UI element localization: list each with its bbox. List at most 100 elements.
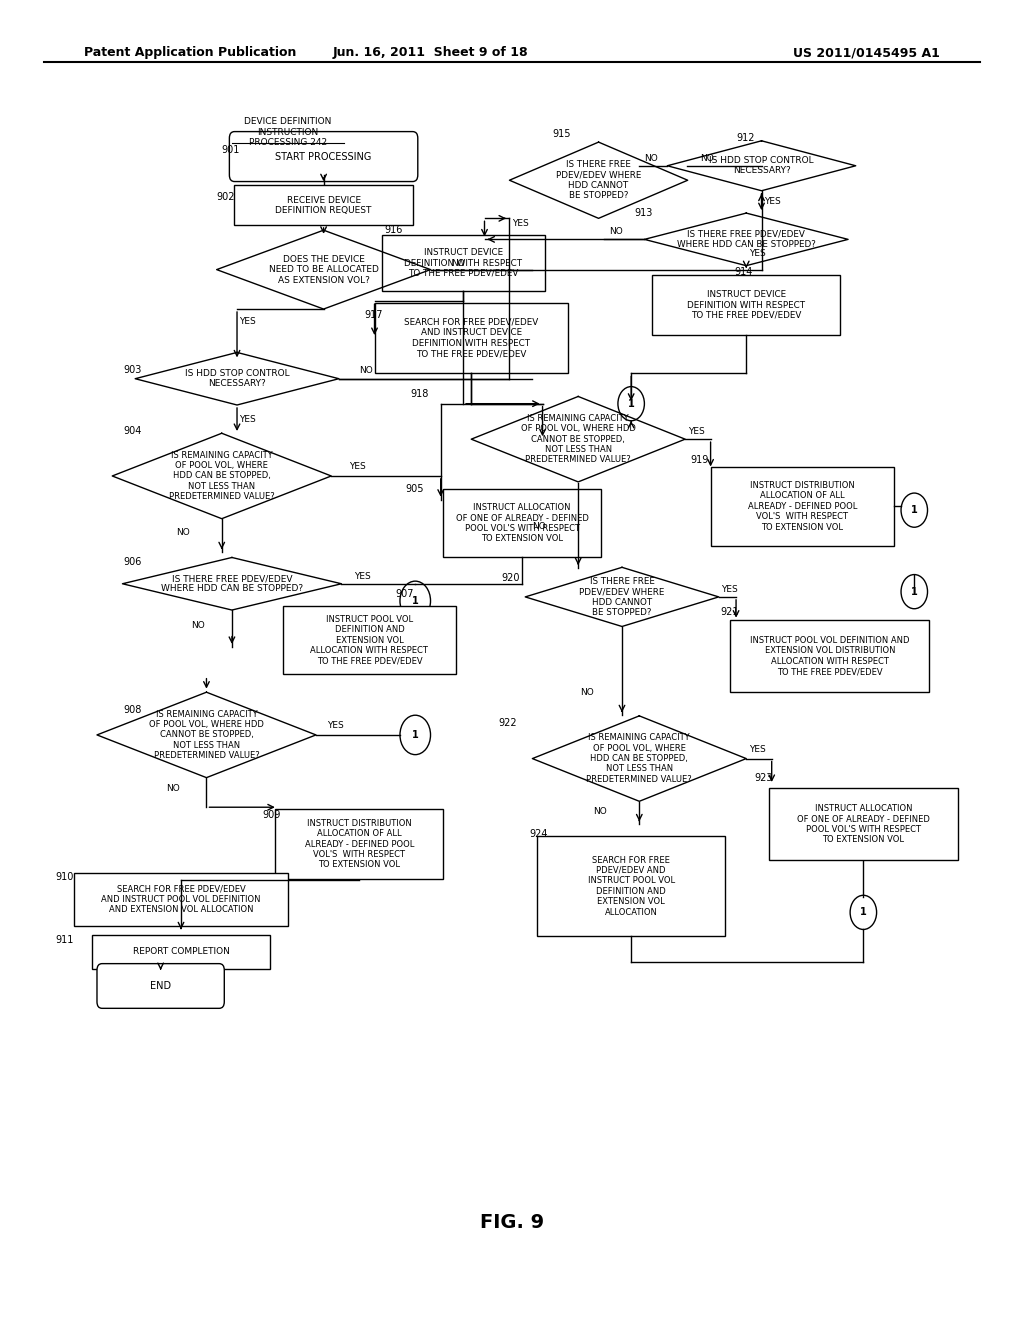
Text: Patent Application Publication: Patent Application Publication [84, 46, 297, 59]
Bar [92, 935, 270, 969]
Text: 902: 902 [217, 191, 236, 202]
Text: YES: YES [349, 462, 366, 471]
Text: 901: 901 [222, 145, 240, 154]
Text: INSTRUCT DISTRIBUTION
ALLOCATION OF ALL
ALREADY - DEFINED POOL
VOL'S  WITH RESPE: INSTRUCT DISTRIBUTION ALLOCATION OF ALL … [304, 818, 414, 870]
Circle shape [617, 387, 644, 421]
Text: YES: YES [750, 744, 766, 754]
Text: NO: NO [700, 153, 714, 162]
Text: NO: NO [359, 367, 373, 375]
Text: 1: 1 [412, 595, 419, 606]
Text: 908: 908 [123, 705, 141, 714]
Text: 920: 920 [502, 573, 520, 583]
Text: 1: 1 [860, 907, 866, 917]
Text: START PROCESSING: START PROCESSING [275, 152, 372, 161]
Text: NO: NO [532, 521, 546, 531]
Text: END: END [151, 981, 171, 991]
Circle shape [400, 581, 430, 620]
Text: 924: 924 [529, 829, 548, 840]
Text: YES: YES [750, 249, 766, 259]
Text: YES: YES [239, 317, 256, 326]
Text: 916: 916 [385, 224, 403, 235]
Text: INSTRUCT DEVICE
DEFINITION WITH RESPECT
TO THE FREE PDEV/EDEV: INSTRUCT DEVICE DEFINITION WITH RESPECT … [687, 290, 805, 319]
Text: 903: 903 [123, 366, 141, 375]
Text: NO: NO [581, 689, 594, 697]
Bar [711, 467, 894, 545]
Text: 1: 1 [911, 506, 918, 515]
Text: YES: YES [688, 426, 705, 436]
Text: IS THERE FREE
PDEV/EDEV WHERE
HDD CANNOT
BE STOPPED?: IS THERE FREE PDEV/EDEV WHERE HDD CANNOT… [556, 160, 641, 201]
Text: 907: 907 [395, 589, 414, 599]
Text: 1: 1 [412, 730, 419, 741]
Text: 917: 917 [365, 310, 383, 321]
Text: 923: 923 [755, 774, 773, 783]
Text: IS REMAINING CAPACITY
OF POOL VOL, WHERE
HDD CAN BE STOPPED,
NOT LESS THAN
PREDE: IS REMAINING CAPACITY OF POOL VOL, WHERE… [587, 734, 692, 784]
Bar [537, 836, 725, 936]
Text: 1: 1 [628, 399, 635, 409]
Text: NO: NO [594, 807, 607, 816]
Text: IS REMAINING CAPACITY
OF POOL VOL, WHERE
HDD CAN BE STOPPED,
NOT LESS THAN
PREDE: IS REMAINING CAPACITY OF POOL VOL, WHERE… [169, 450, 274, 502]
Text: IS REMAINING CAPACITY
OF POOL VOL, WHERE HDD
CANNOT BE STOPPED,
NOT LESS THAN
PR: IS REMAINING CAPACITY OF POOL VOL, WHERE… [521, 414, 636, 465]
FancyBboxPatch shape [229, 132, 418, 182]
Text: NO: NO [166, 784, 179, 793]
Text: INSTRUCT DISTRIBUTION
ALLOCATION OF ALL
ALREADY - DEFINED POOL
VOL'S  WITH RESPE: INSTRUCT DISTRIBUTION ALLOCATION OF ALL … [748, 480, 857, 532]
Text: 1: 1 [911, 586, 918, 597]
Text: IS HDD STOP CONTROL
NECESSARY?: IS HDD STOP CONTROL NECESSARY? [710, 156, 814, 176]
Text: 921: 921 [721, 607, 739, 618]
Text: 914: 914 [734, 267, 753, 277]
Bar [275, 809, 443, 879]
Text: YES: YES [721, 585, 737, 594]
Text: SEARCH FOR FREE PDEV/EDEV
AND INSTRUCT POOL VOL DEFINITION
AND EXTENSION VOL ALL: SEARCH FOR FREE PDEV/EDEV AND INSTRUCT P… [101, 884, 261, 915]
Circle shape [901, 494, 928, 527]
Bar [769, 788, 957, 861]
Circle shape [850, 895, 877, 929]
Text: INSTRUCT ALLOCATION
OF ONE OF ALREADY - DEFINED
POOL VOL'S WITH RESPECT
TO EXTEN: INSTRUCT ALLOCATION OF ONE OF ALREADY - … [797, 804, 930, 845]
Text: 910: 910 [55, 871, 74, 882]
Circle shape [400, 715, 430, 755]
Text: 905: 905 [406, 483, 424, 494]
Text: REPORT COMPLETION: REPORT COMPLETION [132, 948, 229, 956]
Bar [234, 186, 413, 224]
Bar [443, 490, 601, 557]
Text: YES: YES [239, 414, 256, 424]
Bar [382, 235, 545, 290]
Text: IS THERE FREE PDEV/EDEV
WHERE HDD CAN BE STOPPED?: IS THERE FREE PDEV/EDEV WHERE HDD CAN BE… [677, 230, 816, 249]
Text: 919: 919 [690, 455, 709, 465]
Text: INSTRUCT ALLOCATION
OF ONE OF ALREADY - DEFINED
POOL VOL'S WITH RESPECT
TO EXTEN: INSTRUCT ALLOCATION OF ONE OF ALREADY - … [456, 503, 589, 544]
Text: 912: 912 [736, 133, 755, 143]
Text: YES: YES [765, 197, 781, 206]
Text: INSTRUCT POOL VOL DEFINITION AND
EXTENSION VOL DISTRIBUTION
ALLOCATION WITH RESP: INSTRUCT POOL VOL DEFINITION AND EXTENSI… [750, 636, 909, 676]
Text: 918: 918 [411, 389, 428, 399]
Text: 911: 911 [55, 935, 74, 945]
Text: NO: NO [608, 227, 623, 236]
Text: Jun. 16, 2011  Sheet 9 of 18: Jun. 16, 2011 Sheet 9 of 18 [333, 46, 528, 59]
Circle shape [901, 574, 928, 609]
Text: YES: YES [327, 721, 343, 730]
Bar [283, 606, 456, 675]
Bar [652, 275, 841, 335]
Text: FIG. 9: FIG. 9 [480, 1213, 544, 1232]
Text: SEARCH FOR FREE
PDEV/EDEV AND
INSTRUCT POOL VOL
DEFINITION AND
EXTENSION VOL
ALL: SEARCH FOR FREE PDEV/EDEV AND INSTRUCT P… [588, 855, 675, 916]
Text: YES: YES [512, 219, 528, 228]
Text: 909: 909 [262, 809, 281, 820]
Text: US 2011/0145495 A1: US 2011/0145495 A1 [793, 46, 940, 59]
Text: NO: NO [191, 622, 205, 631]
Bar [730, 620, 929, 692]
Text: IS HDD STOP CONTROL
NECESSARY?: IS HDD STOP CONTROL NECESSARY? [184, 370, 290, 388]
Text: DEVICE DEFINITION
INSTRUCTION
PROCESSING 242: DEVICE DEFINITION INSTRUCTION PROCESSING… [245, 117, 332, 147]
Text: 906: 906 [123, 557, 141, 568]
FancyBboxPatch shape [97, 964, 224, 1008]
Text: 913: 913 [634, 207, 652, 218]
Text: 904: 904 [123, 426, 141, 436]
Text: IS REMAINING CAPACITY
OF POOL VOL, WHERE HDD
CANNOT BE STOPPED,
NOT LESS THAN
PR: IS REMAINING CAPACITY OF POOL VOL, WHERE… [150, 710, 264, 760]
Text: DOES THE DEVICE
NEED TO BE ALLOCATED
AS EXTENSION VOL?: DOES THE DEVICE NEED TO BE ALLOCATED AS … [268, 255, 379, 285]
Bar [74, 873, 288, 925]
Text: NO: NO [644, 153, 658, 162]
Text: YES: YES [354, 572, 371, 581]
Text: SEARCH FOR FREE PDEV/EDEV
AND INSTRUCT DEVICE
DEFINITION WITH RESPECT
TO THE FRE: SEARCH FOR FREE PDEV/EDEV AND INSTRUCT D… [404, 318, 539, 358]
Text: IS THERE FREE PDEV/EDEV
WHERE HDD CAN BE STOPPED?: IS THERE FREE PDEV/EDEV WHERE HDD CAN BE… [161, 574, 303, 594]
Text: RECEIVE DEVICE
DEFINITION REQUEST: RECEIVE DEVICE DEFINITION REQUEST [275, 195, 372, 215]
Text: NO: NO [176, 528, 189, 537]
Text: IS THERE FREE
PDEV/EDEV WHERE
HDD CANNOT
BE STOPPED?: IS THERE FREE PDEV/EDEV WHERE HDD CANNOT… [580, 577, 665, 616]
Text: NO: NO [451, 259, 465, 268]
Bar [375, 304, 568, 372]
